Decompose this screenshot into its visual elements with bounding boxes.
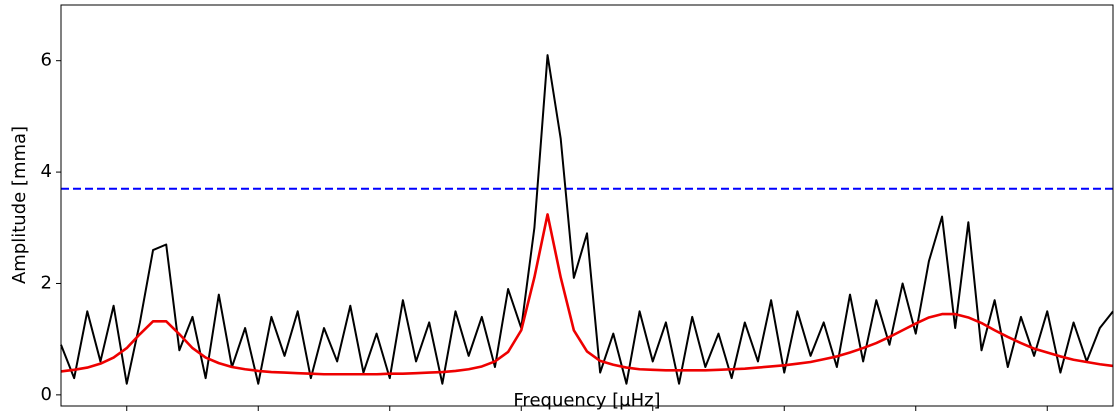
y-axis-label: Amplitude [mma]	[9, 126, 30, 284]
y-tick-label: 4	[41, 161, 52, 182]
x-tick-label: 1160	[235, 409, 281, 412]
x-tick-label: 1240	[761, 409, 807, 412]
x-tick-label: 1280	[1024, 409, 1070, 412]
x-tick-label: 1180	[367, 409, 413, 412]
x-tick-label: 1220	[630, 409, 676, 412]
x-tick-label: 1200	[498, 409, 544, 412]
y-tick-label: 0	[41, 384, 52, 405]
x-tick-label: 1140	[104, 409, 150, 412]
y-tick-label: 6	[41, 50, 52, 71]
x-tick-label: 1260	[893, 409, 939, 412]
x-axis-label: Frequency [μHz]	[513, 390, 660, 411]
plot-frame	[60, 4, 1114, 407]
y-tick-label: 2	[41, 272, 52, 293]
data-line	[60, 54, 1114, 385]
data-line	[60, 213, 1114, 376]
